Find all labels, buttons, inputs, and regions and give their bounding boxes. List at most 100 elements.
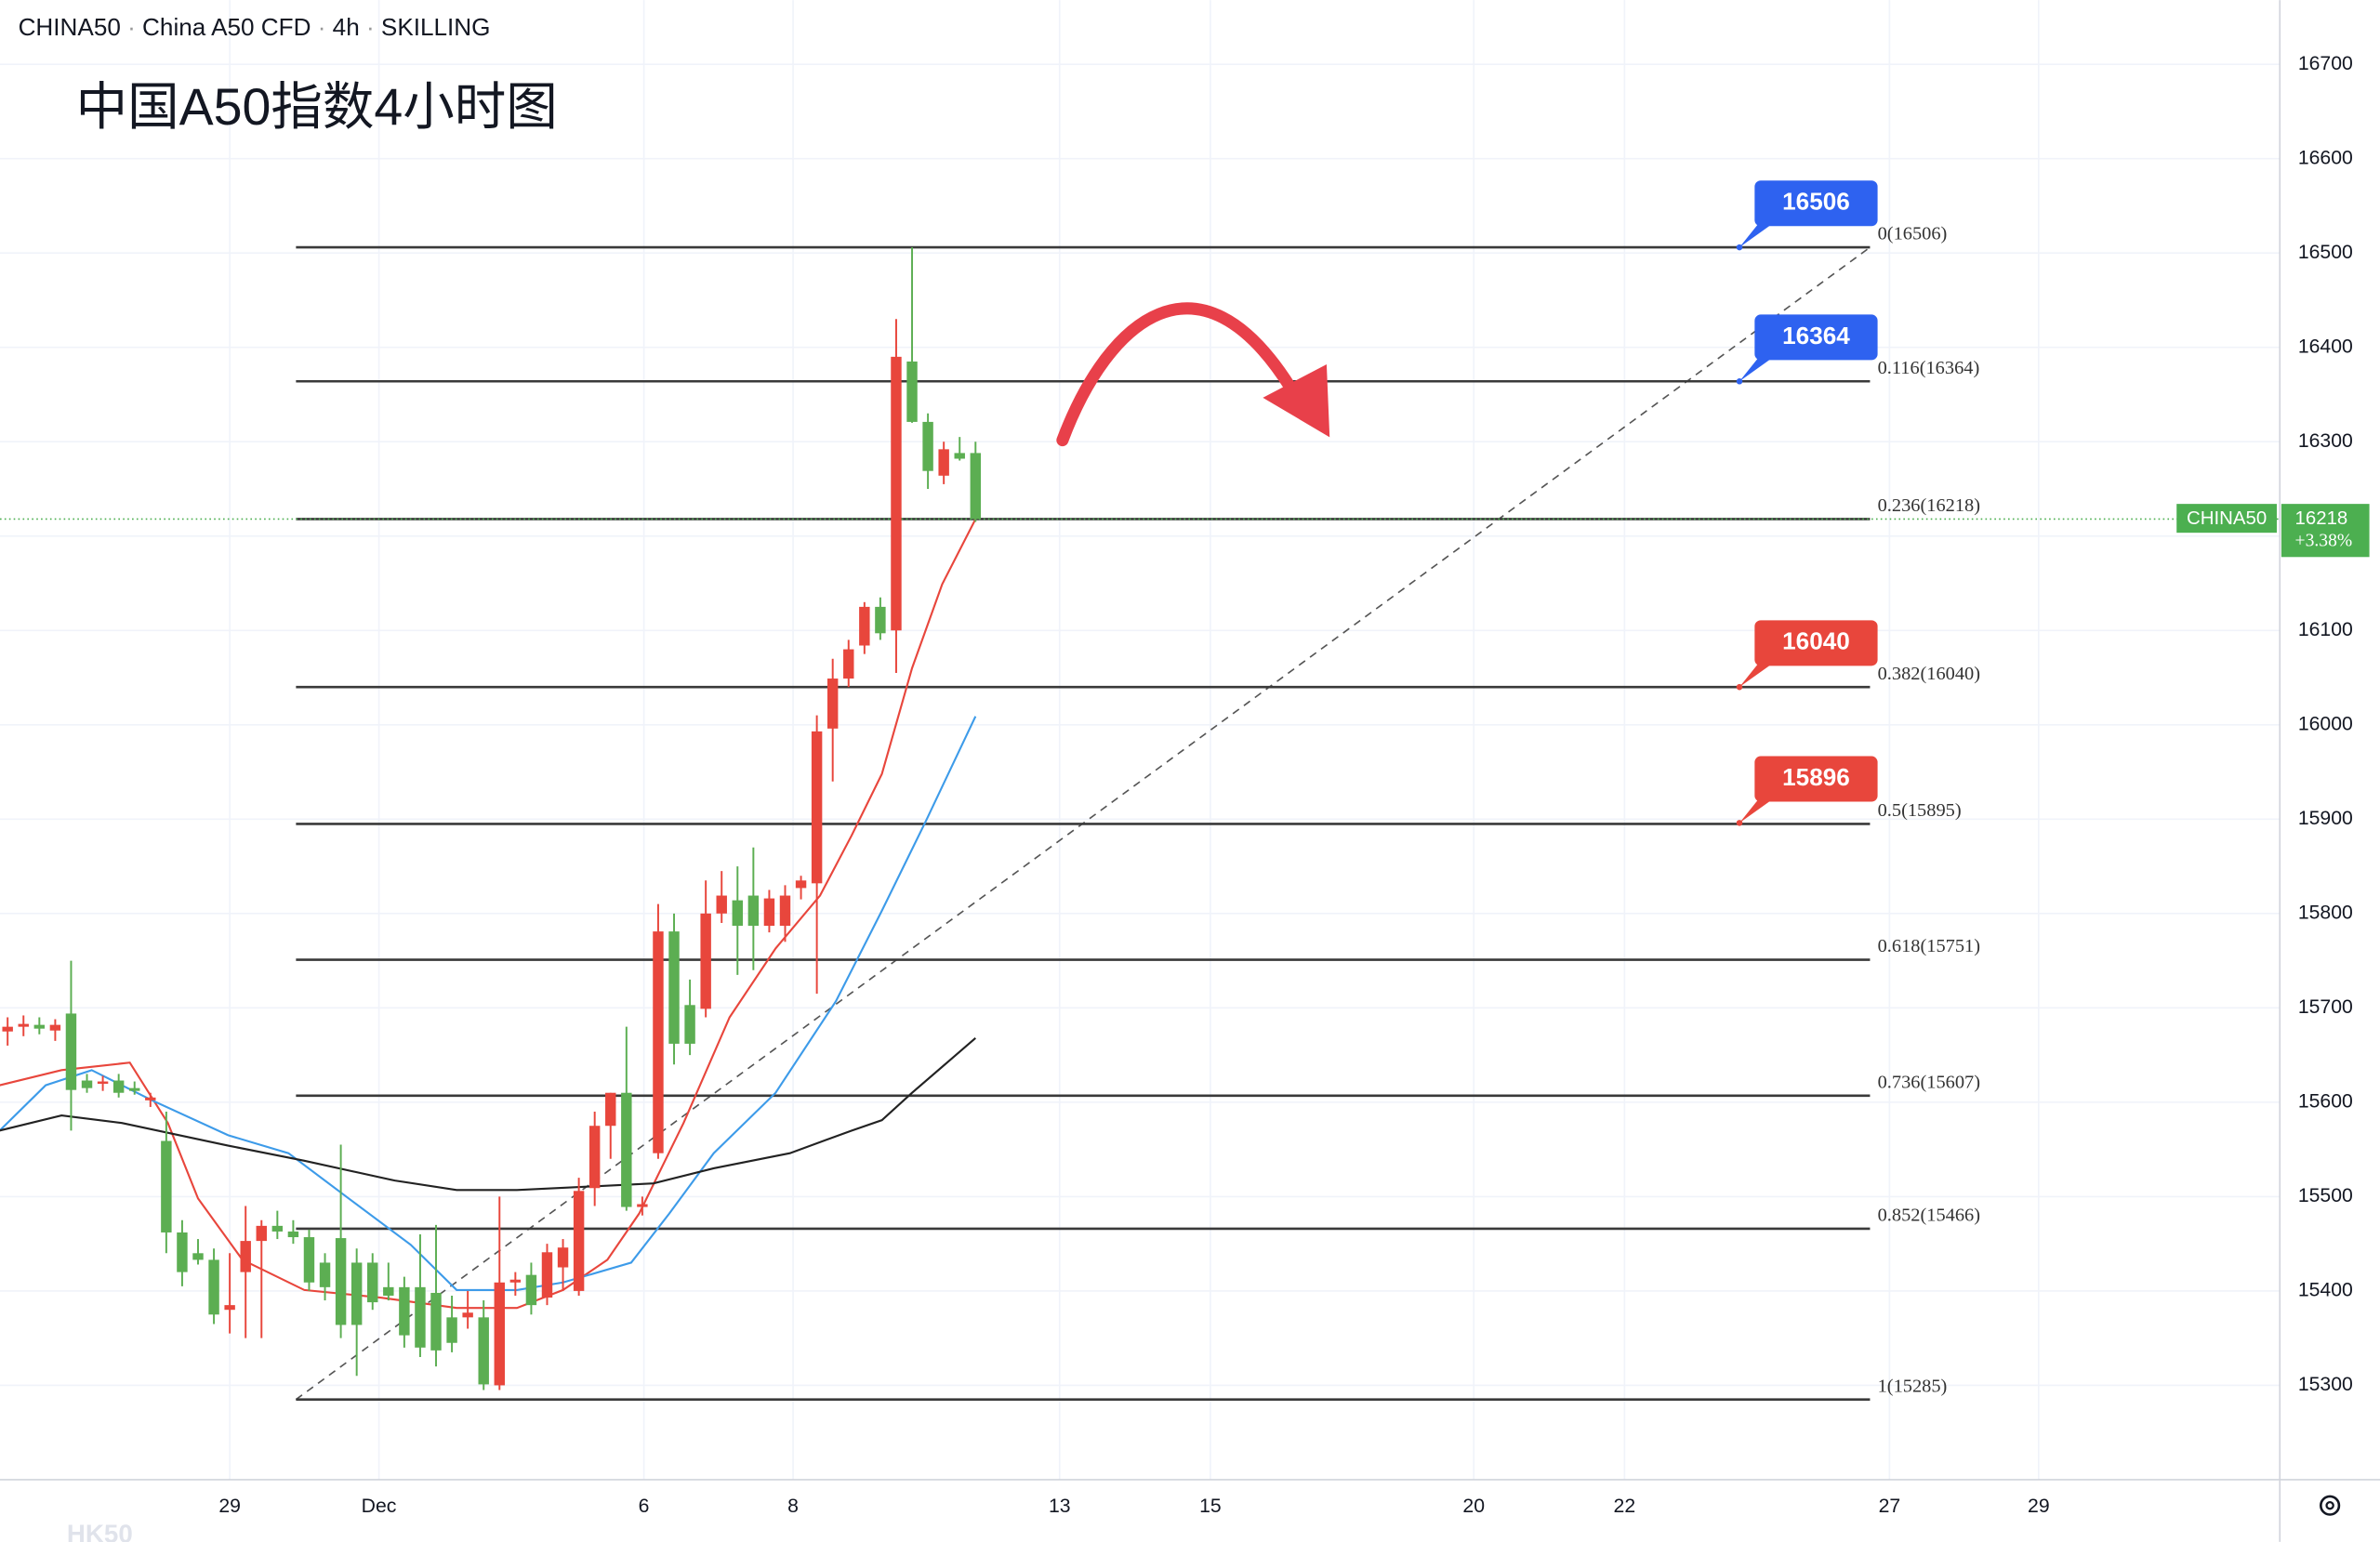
candle-body	[129, 1087, 140, 1091]
candle-body	[478, 1317, 489, 1385]
x-tick-label: 8	[787, 1496, 799, 1517]
candle-body	[747, 895, 760, 927]
header-item: SKILLING	[381, 13, 491, 41]
candle-body	[2, 1026, 13, 1032]
x-tick-label: 27	[1879, 1496, 1901, 1517]
y-tick-label: 15500	[2298, 1185, 2353, 1206]
header-item: China A50 CFD	[142, 13, 311, 41]
candle-body	[49, 1024, 61, 1031]
y-tick-label: 16600	[2298, 147, 2353, 168]
callout-anchor	[1736, 683, 1743, 691]
fib-label: 0.236(16218)	[1878, 495, 1980, 516]
change-label: +3.38%	[2295, 531, 2353, 550]
y-tick-label: 15400	[2298, 1280, 2353, 1301]
candle-body	[319, 1262, 331, 1287]
settings-icon[interactable]	[2320, 1495, 2341, 1516]
x-tick-label: 29	[2028, 1496, 2050, 1517]
candle-body	[192, 1253, 204, 1260]
gear-ring	[2320, 1495, 2341, 1516]
candle-body	[891, 356, 902, 631]
fib-label: 1(15285)	[1878, 1376, 1948, 1396]
candle-body	[399, 1286, 410, 1336]
candle-body	[240, 1241, 251, 1272]
candle-body	[668, 931, 680, 1044]
candle-body	[18, 1023, 29, 1027]
candle-body	[763, 898, 775, 927]
price-box	[2281, 504, 2370, 558]
candle-body	[97, 1081, 109, 1084]
callout-anchor	[1736, 820, 1743, 826]
fib-label: 0.382(16040)	[1878, 664, 1980, 684]
candle-body	[145, 1097, 156, 1100]
candle-body	[875, 606, 886, 634]
candle-body	[208, 1259, 219, 1315]
candle-body	[271, 1225, 284, 1232]
x-tick-label: 20	[1462, 1496, 1485, 1517]
callout-label: 16506	[1782, 188, 1850, 216]
callout-anchor	[1736, 377, 1743, 385]
candle-body	[954, 453, 965, 459]
candle-body	[415, 1286, 426, 1348]
callout-box	[1754, 180, 1878, 227]
candle-body	[303, 1237, 315, 1283]
grid	[0, 0, 2281, 1480]
x-tick-label: 29	[218, 1496, 241, 1517]
fib-label: 0.736(15607)	[1878, 1072, 1980, 1092]
candle-body	[621, 1092, 632, 1207]
candle-body	[732, 900, 744, 927]
candle-body	[779, 895, 791, 927]
y-tick-label: 16100	[2298, 619, 2353, 640]
y-tick-label: 15600	[2298, 1090, 2353, 1112]
candle-body	[383, 1286, 394, 1296]
candle-body	[430, 1292, 442, 1351]
y-tick-label: 15300	[2298, 1374, 2353, 1395]
x-tick-label: 15	[1199, 1496, 1222, 1517]
candle-body	[637, 1204, 648, 1207]
candle-body	[462, 1312, 473, 1318]
y-tick-label: 15900	[2298, 808, 2353, 829]
candle-body	[859, 606, 870, 646]
fib-label: 0.116(16364)	[1878, 358, 1980, 378]
candle-body	[224, 1305, 235, 1311]
candle-body	[33, 1024, 46, 1029]
header: CHINA50 · China A50 CFD · 4h · SKILLING	[19, 13, 491, 41]
watermark: HK50	[67, 1520, 133, 1542]
symbol-label: CHINA50	[2187, 508, 2267, 529]
candle-body	[446, 1317, 457, 1343]
y-tick-label: 16400	[2298, 336, 2353, 357]
candle-body	[716, 895, 727, 914]
callout-label: 16364	[1782, 322, 1850, 349]
candle-body	[541, 1252, 553, 1298]
plot	[0, 245, 2281, 1401]
arrow-head	[1263, 363, 1330, 438]
candle-body	[335, 1238, 347, 1325]
candle-body	[557, 1247, 569, 1268]
price-label: 16218	[2295, 508, 2348, 529]
callout-label: 15896	[1782, 763, 1850, 791]
candle-body	[922, 421, 933, 471]
candle-body	[494, 1282, 505, 1386]
header-item: 4h	[333, 13, 360, 41]
callout-label: 16040	[1782, 627, 1850, 655]
candle-body	[811, 731, 823, 884]
moving-average	[0, 1037, 976, 1192]
x-tick-label: 6	[639, 1496, 650, 1517]
candle-body	[65, 1013, 77, 1090]
candle-body	[684, 1005, 695, 1044]
chart-title: 中国A50指数4小时图	[76, 78, 558, 136]
callout-box	[1754, 756, 1878, 802]
fib-label: 0.618(15751)	[1878, 936, 1980, 956]
candle-body	[588, 1126, 601, 1189]
y-tick-label: 16000	[2298, 713, 2353, 734]
gear-hub	[2325, 1500, 2334, 1510]
x-tick-label: Dec	[362, 1496, 397, 1517]
candle-body	[509, 1279, 522, 1283]
y-tick-label: 15800	[2298, 902, 2353, 923]
candle-body	[177, 1232, 188, 1272]
y-tick-label: 16300	[2298, 430, 2353, 452]
candle-body	[970, 453, 982, 520]
fib-label: 0.852(15466)	[1878, 1206, 1980, 1226]
moving-average	[0, 716, 977, 1291]
